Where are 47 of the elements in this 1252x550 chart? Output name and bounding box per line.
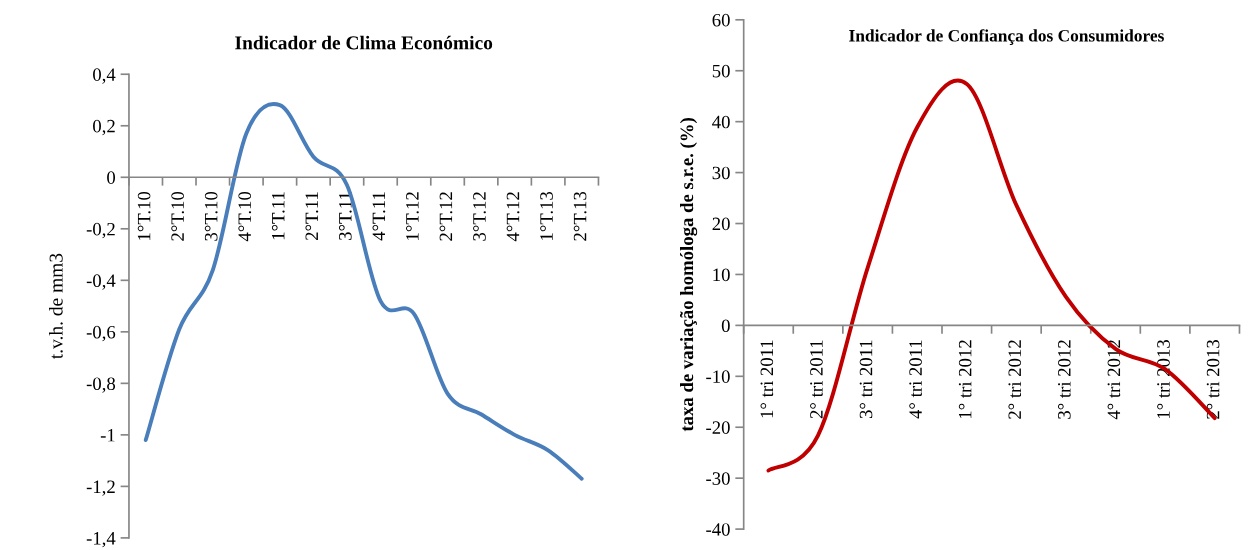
x-tick-label: 1°T.12 bbox=[406, 192, 419, 240]
x-tick-label: 4° tri 2012 bbox=[1107, 340, 1121, 420]
y-tick-label: -1 bbox=[100, 428, 115, 442]
y-tick-label: 0 bbox=[721, 319, 730, 333]
y-tick-label: 50 bbox=[712, 64, 730, 78]
y-tick-label: -0,4 bbox=[86, 274, 116, 290]
y-tick-label: -0,8 bbox=[86, 377, 116, 393]
y-tick-label: -10 bbox=[706, 370, 730, 383]
y-tick-label: 60 bbox=[712, 13, 730, 27]
chart-title: Indicador de Confiança dos Consumidores bbox=[849, 29, 1164, 45]
y-axis-title: t.v.h. de mm3 bbox=[49, 253, 63, 359]
x-tick-label: 3°T.10 bbox=[204, 191, 218, 241]
x-tick-label: 3°T.12 bbox=[473, 192, 486, 241]
x-tick-label: 1° tri 2012 bbox=[958, 340, 972, 419]
y-tick-label: -1,2 bbox=[86, 480, 115, 496]
y-tick-label: 40 bbox=[712, 115, 730, 129]
y-tick-label: 0,4 bbox=[93, 68, 116, 84]
x-tick-label: 3° tri 2012 bbox=[1057, 340, 1071, 419]
x-tick-label: 1°T.13 bbox=[540, 191, 553, 240]
y-tick-label: 0 bbox=[107, 171, 116, 184]
y-tick-label: -40 bbox=[706, 523, 730, 536]
x-tick-label: 3° tri 2011 bbox=[859, 340, 873, 419]
x-tick-label: 4°T.10 bbox=[238, 191, 252, 242]
x-tick-label: 1°T.10 bbox=[137, 191, 151, 240]
x-tick-label: 2°T.10 bbox=[171, 191, 185, 241]
y-tick-label: 30 bbox=[712, 166, 730, 180]
x-tick-label: 4°T.11 bbox=[372, 192, 386, 241]
y-tick-label: 0,2 bbox=[93, 119, 115, 136]
x-tick-label: 2° tri 2012 bbox=[1008, 340, 1022, 419]
y-tick-label: 20 bbox=[712, 217, 730, 231]
x-tick-label: 1° tri 2011 bbox=[760, 340, 774, 418]
x-tick-label: 2° tri 2011 bbox=[810, 340, 823, 419]
y-tick-label: -1,4 bbox=[86, 532, 116, 548]
y-tick-label: -30 bbox=[706, 472, 730, 485]
y-tick-label: -0,6 bbox=[86, 325, 116, 342]
x-tick-label: 1°T.11 bbox=[271, 192, 285, 240]
x-tick-label: 2°T.12 bbox=[439, 192, 453, 241]
x-tick-label: 3°T.11 bbox=[338, 192, 352, 240]
y-tick-label: -20 bbox=[706, 421, 730, 434]
y-axis-title: taxa de variação homóloga de s.r.e. (%) bbox=[679, 118, 698, 432]
x-tick-label: 2°T.13 bbox=[573, 191, 587, 241]
x-tick-label: 4° tri 2011 bbox=[909, 340, 922, 419]
x-tick-label: 2°T.11 bbox=[305, 192, 319, 241]
chart-title: Indicador de Clima Económico bbox=[235, 35, 493, 50]
x-tick-label: 4°T.12 bbox=[506, 192, 520, 242]
y-tick-label: -0,2 bbox=[86, 222, 115, 239]
y-tick-label: 10 bbox=[713, 268, 730, 282]
